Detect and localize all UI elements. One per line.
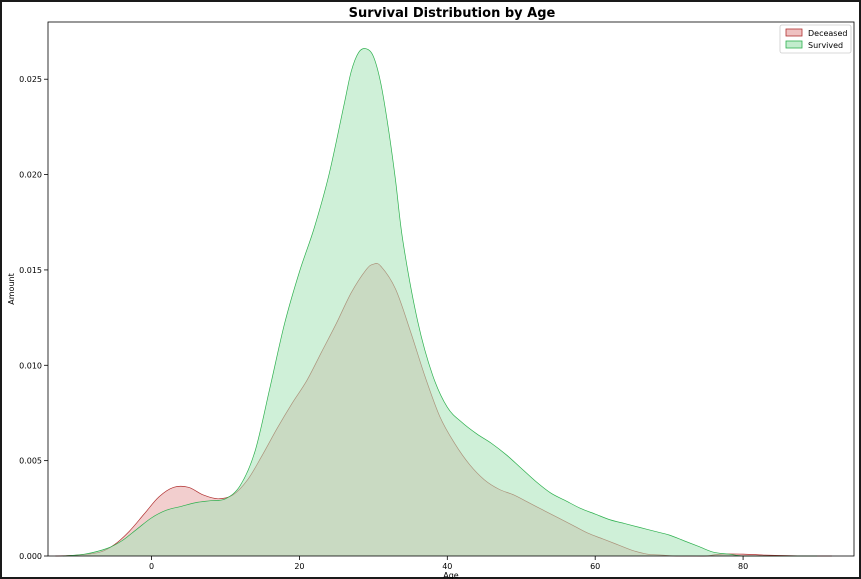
y-tick-label: 0.020 (19, 171, 42, 180)
y-tick-label: 0.000 (19, 552, 42, 561)
legend-label-deceased: Deceased (808, 29, 847, 38)
x-tick-label: 40 (442, 562, 452, 571)
density-areas (55, 48, 832, 557)
y-tick-label: 0.015 (19, 266, 42, 275)
area-fill-survived (62, 48, 818, 557)
y-tick-label: 0.025 (19, 75, 42, 84)
plot-area-border (47, 21, 855, 557)
legend-label-survived: Survived (808, 41, 843, 50)
y-axis-ticks: 0.000 0.005 0.010 0.015 0.020 0.025 (19, 75, 48, 561)
x-tick-label: 80 (738, 562, 748, 571)
x-tick-label: 0 (149, 562, 154, 571)
legend: Deceased Survived (779, 24, 852, 54)
density-line-survived (62, 48, 818, 557)
x-axis-label: Age (443, 571, 459, 579)
legend-swatch-deceased (785, 28, 803, 37)
x-tick-label: 60 (590, 562, 600, 571)
y-tick-label: 0.010 (19, 361, 42, 370)
chart-title: Survival Distribution by Age (349, 6, 556, 21)
x-axis-ticks: 0 20 40 60 80 (149, 556, 748, 571)
x-tick-label: 20 (294, 562, 304, 571)
y-axis-label: Amount (7, 273, 16, 304)
y-tick-label: 0.005 (19, 457, 42, 466)
legend-swatch-survived (785, 40, 803, 49)
